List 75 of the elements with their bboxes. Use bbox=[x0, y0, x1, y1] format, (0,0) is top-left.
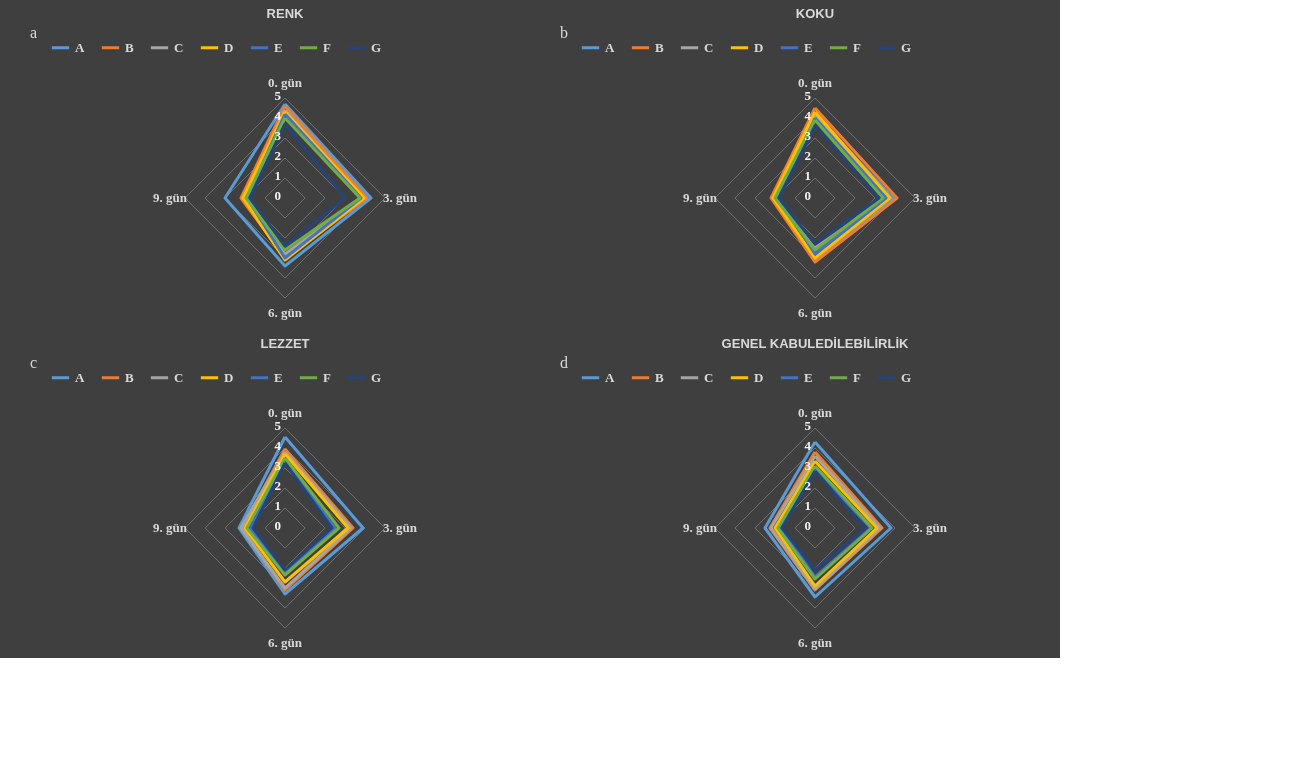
y-tick-label: 2 bbox=[274, 148, 281, 163]
legend-label: E bbox=[804, 369, 813, 385]
y-tick-label: 1 bbox=[274, 168, 281, 183]
spoke-label: 0. gün bbox=[268, 405, 303, 420]
legend-label: G bbox=[901, 39, 912, 55]
legend-label: A bbox=[605, 39, 615, 55]
y-tick-label: 3 bbox=[274, 128, 282, 143]
legend-label: G bbox=[371, 369, 382, 385]
legend-label: B bbox=[655, 369, 664, 385]
y-tick-label: 2 bbox=[804, 478, 811, 493]
y-tick-label: 0 bbox=[804, 188, 811, 203]
spoke-label: 3. gün bbox=[383, 190, 418, 205]
y-tick-label: 4 bbox=[274, 438, 282, 453]
legend-label: D bbox=[224, 369, 234, 385]
spoke-label: 9. gün bbox=[683, 520, 718, 535]
legend-label: G bbox=[371, 39, 382, 55]
y-tick-label: 5 bbox=[804, 418, 812, 433]
legend-label: D bbox=[224, 39, 234, 55]
legend-label: B bbox=[125, 39, 134, 55]
legend-label: C bbox=[704, 39, 714, 55]
chart-title: GENEL KABULEDİLEBİLİRLİK bbox=[721, 336, 910, 351]
legend-label: E bbox=[274, 369, 283, 385]
legend-label: A bbox=[75, 39, 85, 55]
legend-label: B bbox=[655, 39, 664, 55]
legend-label: A bbox=[605, 369, 615, 385]
spoke-label: 9. gün bbox=[153, 520, 188, 535]
y-tick-label: 2 bbox=[804, 148, 811, 163]
chart-title: LEZZET bbox=[260, 336, 310, 351]
y-tick-label: 0 bbox=[804, 518, 811, 533]
y-tick-label: 5 bbox=[274, 88, 282, 103]
spoke-label: 3. gün bbox=[383, 520, 418, 535]
spoke-label: 0. gün bbox=[798, 405, 833, 420]
y-tick-label: 0 bbox=[274, 518, 281, 533]
y-tick-label: 4 bbox=[804, 108, 812, 123]
text: a bbox=[30, 24, 38, 41]
y-tick-label: 0 bbox=[274, 188, 281, 203]
spoke-label: 0. gün bbox=[268, 75, 303, 90]
spoke-label: 6. gün bbox=[798, 635, 833, 650]
spoke-label: 6. gün bbox=[798, 305, 833, 320]
spoke-label: 6. gün bbox=[268, 305, 303, 320]
y-tick-label: 2 bbox=[274, 478, 281, 493]
legend-label: D bbox=[754, 369, 764, 385]
chart-title: RENK bbox=[266, 6, 305, 21]
legend-label: F bbox=[853, 39, 861, 55]
legend-label: C bbox=[174, 369, 184, 385]
legend-label: C bbox=[704, 369, 714, 385]
y-tick-label: 4 bbox=[804, 438, 812, 453]
y-tick-label: 5 bbox=[274, 418, 282, 433]
y-tick-label: 1 bbox=[804, 168, 811, 183]
spoke-label: 3. gün bbox=[913, 190, 948, 205]
y-tick-label: 3 bbox=[804, 128, 812, 143]
text: b bbox=[560, 24, 568, 41]
legend-label: D bbox=[754, 39, 764, 55]
chart-title: KOKU bbox=[795, 6, 835, 21]
spoke-label: 6. gün bbox=[268, 635, 303, 650]
legend-label: E bbox=[804, 39, 813, 55]
spoke-label: 3. gün bbox=[913, 520, 948, 535]
y-tick-label: 1 bbox=[804, 498, 811, 513]
spoke-label: 0. gün bbox=[798, 75, 833, 90]
legend-label: F bbox=[853, 369, 861, 385]
legend-label: G bbox=[901, 369, 912, 385]
legend-label: A bbox=[75, 369, 85, 385]
spoke-label: 9. gün bbox=[683, 190, 718, 205]
legend-label: F bbox=[323, 369, 331, 385]
legend-label: B bbox=[125, 369, 134, 385]
spoke-label: 9. gün bbox=[153, 190, 188, 205]
text: d bbox=[560, 354, 568, 371]
y-tick-label: 3 bbox=[274, 458, 282, 473]
y-tick-label: 4 bbox=[274, 108, 282, 123]
y-tick-label: 5 bbox=[804, 88, 812, 103]
y-tick-label: 1 bbox=[274, 498, 281, 513]
text: c bbox=[30, 354, 38, 371]
legend-label: E bbox=[274, 39, 283, 55]
legend-label: F bbox=[323, 39, 331, 55]
legend-label: C bbox=[174, 39, 184, 55]
